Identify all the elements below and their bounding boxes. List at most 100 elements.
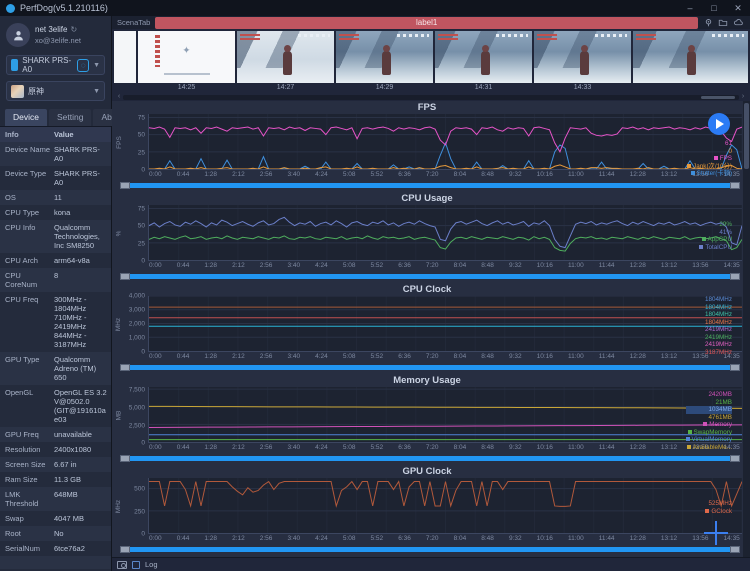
- legend-item[interactable]: VirtualMemory: [685, 436, 732, 444]
- range-handle-right[interactable]: [730, 273, 740, 281]
- scene-label-tab[interactable]: label1: [155, 16, 698, 29]
- legend-value: 1804MHz: [705, 311, 732, 319]
- legend-item[interactable]: Memory: [686, 421, 732, 429]
- scroll-left-icon[interactable]: ‹: [117, 93, 121, 101]
- thumbnail-scroll-track[interactable]: [123, 94, 739, 100]
- y-axis-label: %: [115, 230, 123, 237]
- app-select[interactable]: 原神 ▼: [6, 81, 105, 101]
- folder-icon[interactable]: [718, 18, 728, 27]
- range-handle-right[interactable]: [730, 364, 740, 372]
- range-handle-left[interactable]: [120, 546, 130, 554]
- legend-item[interactable]: Stutter(卡顿): [687, 170, 732, 178]
- sidebar: net 3elife ↻ xo@3elife.net SHARK PRS-A0 ◌…: [0, 16, 132, 571]
- plot-area[interactable]: [148, 205, 742, 262]
- minimize-button[interactable]: –: [687, 3, 693, 13]
- range-track[interactable]: [130, 547, 730, 553]
- avatar[interactable]: [6, 23, 30, 47]
- range-handle-right[interactable]: [730, 546, 740, 554]
- legend-item[interactable]: AppCPU: [699, 236, 732, 244]
- info-cell: Device Type: [5, 169, 47, 178]
- user-icon: [13, 30, 23, 40]
- range-handle-right[interactable]: [730, 455, 740, 463]
- thumbnail-timestamp: 14:31: [474, 84, 493, 92]
- thumbnail[interactable]: ✦ 14:25: [138, 31, 235, 93]
- thumbnail-image[interactable]: [435, 31, 532, 84]
- legend-item[interactable]: Jank(次/10分): [687, 163, 732, 171]
- chart-range-scrollbar[interactable]: [120, 272, 740, 281]
- refresh-icon[interactable]: ↻: [70, 25, 78, 34]
- play-button[interactable]: [708, 113, 730, 136]
- legend-item[interactable]: FPS: [687, 155, 732, 163]
- thumbnail[interactable]: 14:29: [336, 31, 433, 93]
- thumbnail-scrollbar[interactable]: ‹ ›: [115, 93, 747, 101]
- legend-swatch: [686, 444, 691, 449]
- plot-area[interactable]: [148, 296, 742, 353]
- legend-item[interactable]: SwapMemory: [686, 429, 732, 437]
- close-button[interactable]: ✕: [734, 3, 742, 13]
- chart-cpu-usage: CPU Usage% 0 25 50 75 29% 41% AppCPU TotalCPU 0:0…: [112, 193, 742, 284]
- table-row: CPU Freq 300MHz - 1804MHz 710MHz - 2419MH…: [0, 292, 111, 352]
- thumbnail[interactable]: 14:33: [534, 31, 631, 93]
- log-checkbox[interactable]: [132, 560, 140, 569]
- legend-value: 21MB: [715, 398, 732, 406]
- plot-area[interactable]: [148, 387, 742, 444]
- range-track[interactable]: [130, 456, 730, 462]
- plot-area[interactable]: [148, 478, 742, 535]
- thumbnail[interactable]: [114, 31, 136, 93]
- legend-item[interactable]: GClock: [705, 508, 732, 516]
- range-handle-left[interactable]: [120, 273, 130, 281]
- plot-area[interactable]: [148, 114, 742, 171]
- vertical-scroll-thumb[interactable]: [744, 103, 749, 170]
- thumbnail-image[interactable]: [114, 31, 136, 84]
- thumbnail[interactable]: 14:31: [435, 31, 532, 93]
- screenshot-icon[interactable]: [117, 560, 127, 569]
- value-cell: 8: [54, 271, 59, 280]
- chart-range-scrollbar[interactable]: [120, 181, 740, 190]
- info-cell: CPU Arch: [5, 256, 38, 265]
- range-handle-left[interactable]: [120, 364, 130, 372]
- maximize-button[interactable]: □: [711, 3, 717, 13]
- health-bars: [537, 34, 557, 43]
- scroll-right-icon[interactable]: ›: [741, 93, 745, 101]
- range-track[interactable]: [130, 183, 730, 189]
- chevron-down-icon: ▼: [93, 61, 100, 69]
- x-axis-ticks: 0:00 0:44 1:28 2:12 2:56 3:40 4:24 5:08 5:52 6:36…: [149, 262, 740, 270]
- marker-icon[interactable]: [704, 18, 713, 27]
- character-silhouette: [579, 45, 589, 76]
- legend-item[interactable]: TotalCPU: [699, 244, 732, 252]
- chart-range-scrollbar[interactable]: [120, 363, 740, 372]
- value-cell: 11: [54, 193, 62, 202]
- range-handle-right[interactable]: [730, 182, 740, 190]
- chart-range-scrollbar[interactable]: [120, 454, 740, 463]
- table-row: CPU Type kona: [0, 205, 111, 220]
- legend-item[interactable]: AvailableMe...: [686, 444, 732, 452]
- thumbnail-image[interactable]: ✦: [138, 31, 235, 84]
- tab-setting[interactable]: Setting: [48, 109, 92, 126]
- thumbnail-image[interactable]: [633, 31, 748, 84]
- tab-device[interactable]: Device: [5, 109, 47, 126]
- vertical-scrollbar[interactable]: [743, 101, 750, 558]
- thumbnail-image[interactable]: [336, 31, 433, 84]
- legend-value: 29%: [719, 221, 732, 229]
- legend-swatch: [713, 156, 718, 161]
- range-handle-left[interactable]: [120, 182, 130, 190]
- chart-title: FPS: [417, 102, 437, 114]
- device-select[interactable]: SHARK PRS-A0 ◌ ▼: [6, 55, 105, 75]
- wireless-debug-icon[interactable]: ◌: [77, 58, 90, 72]
- window-titlebar: PerfDog(v5.1.210116) – □ ✕: [0, 0, 750, 16]
- range-track[interactable]: [130, 274, 730, 280]
- chart-range-scrollbar[interactable]: [120, 545, 740, 554]
- y-axis-label: MB: [115, 410, 123, 421]
- cloud-icon[interactable]: [733, 18, 744, 27]
- thumbnail-row: ✦ 14:25 14:27 14:29 14:31 14:33: [114, 31, 748, 93]
- thumbnail[interactable]: [633, 31, 748, 93]
- thumbnail-scroll-thumb[interactable]: [701, 95, 735, 99]
- value-cell: Qualcomm Adreno (TM) 650: [54, 355, 97, 382]
- chart-title: GPU Clock: [402, 466, 452, 478]
- thumbnail-image[interactable]: [534, 31, 631, 84]
- range-handle-left[interactable]: [120, 455, 130, 463]
- range-track[interactable]: [130, 365, 730, 371]
- thumbnail-image[interactable]: [237, 31, 334, 84]
- series-gclock: [149, 482, 742, 507]
- thumbnail[interactable]: 14:27: [237, 31, 334, 93]
